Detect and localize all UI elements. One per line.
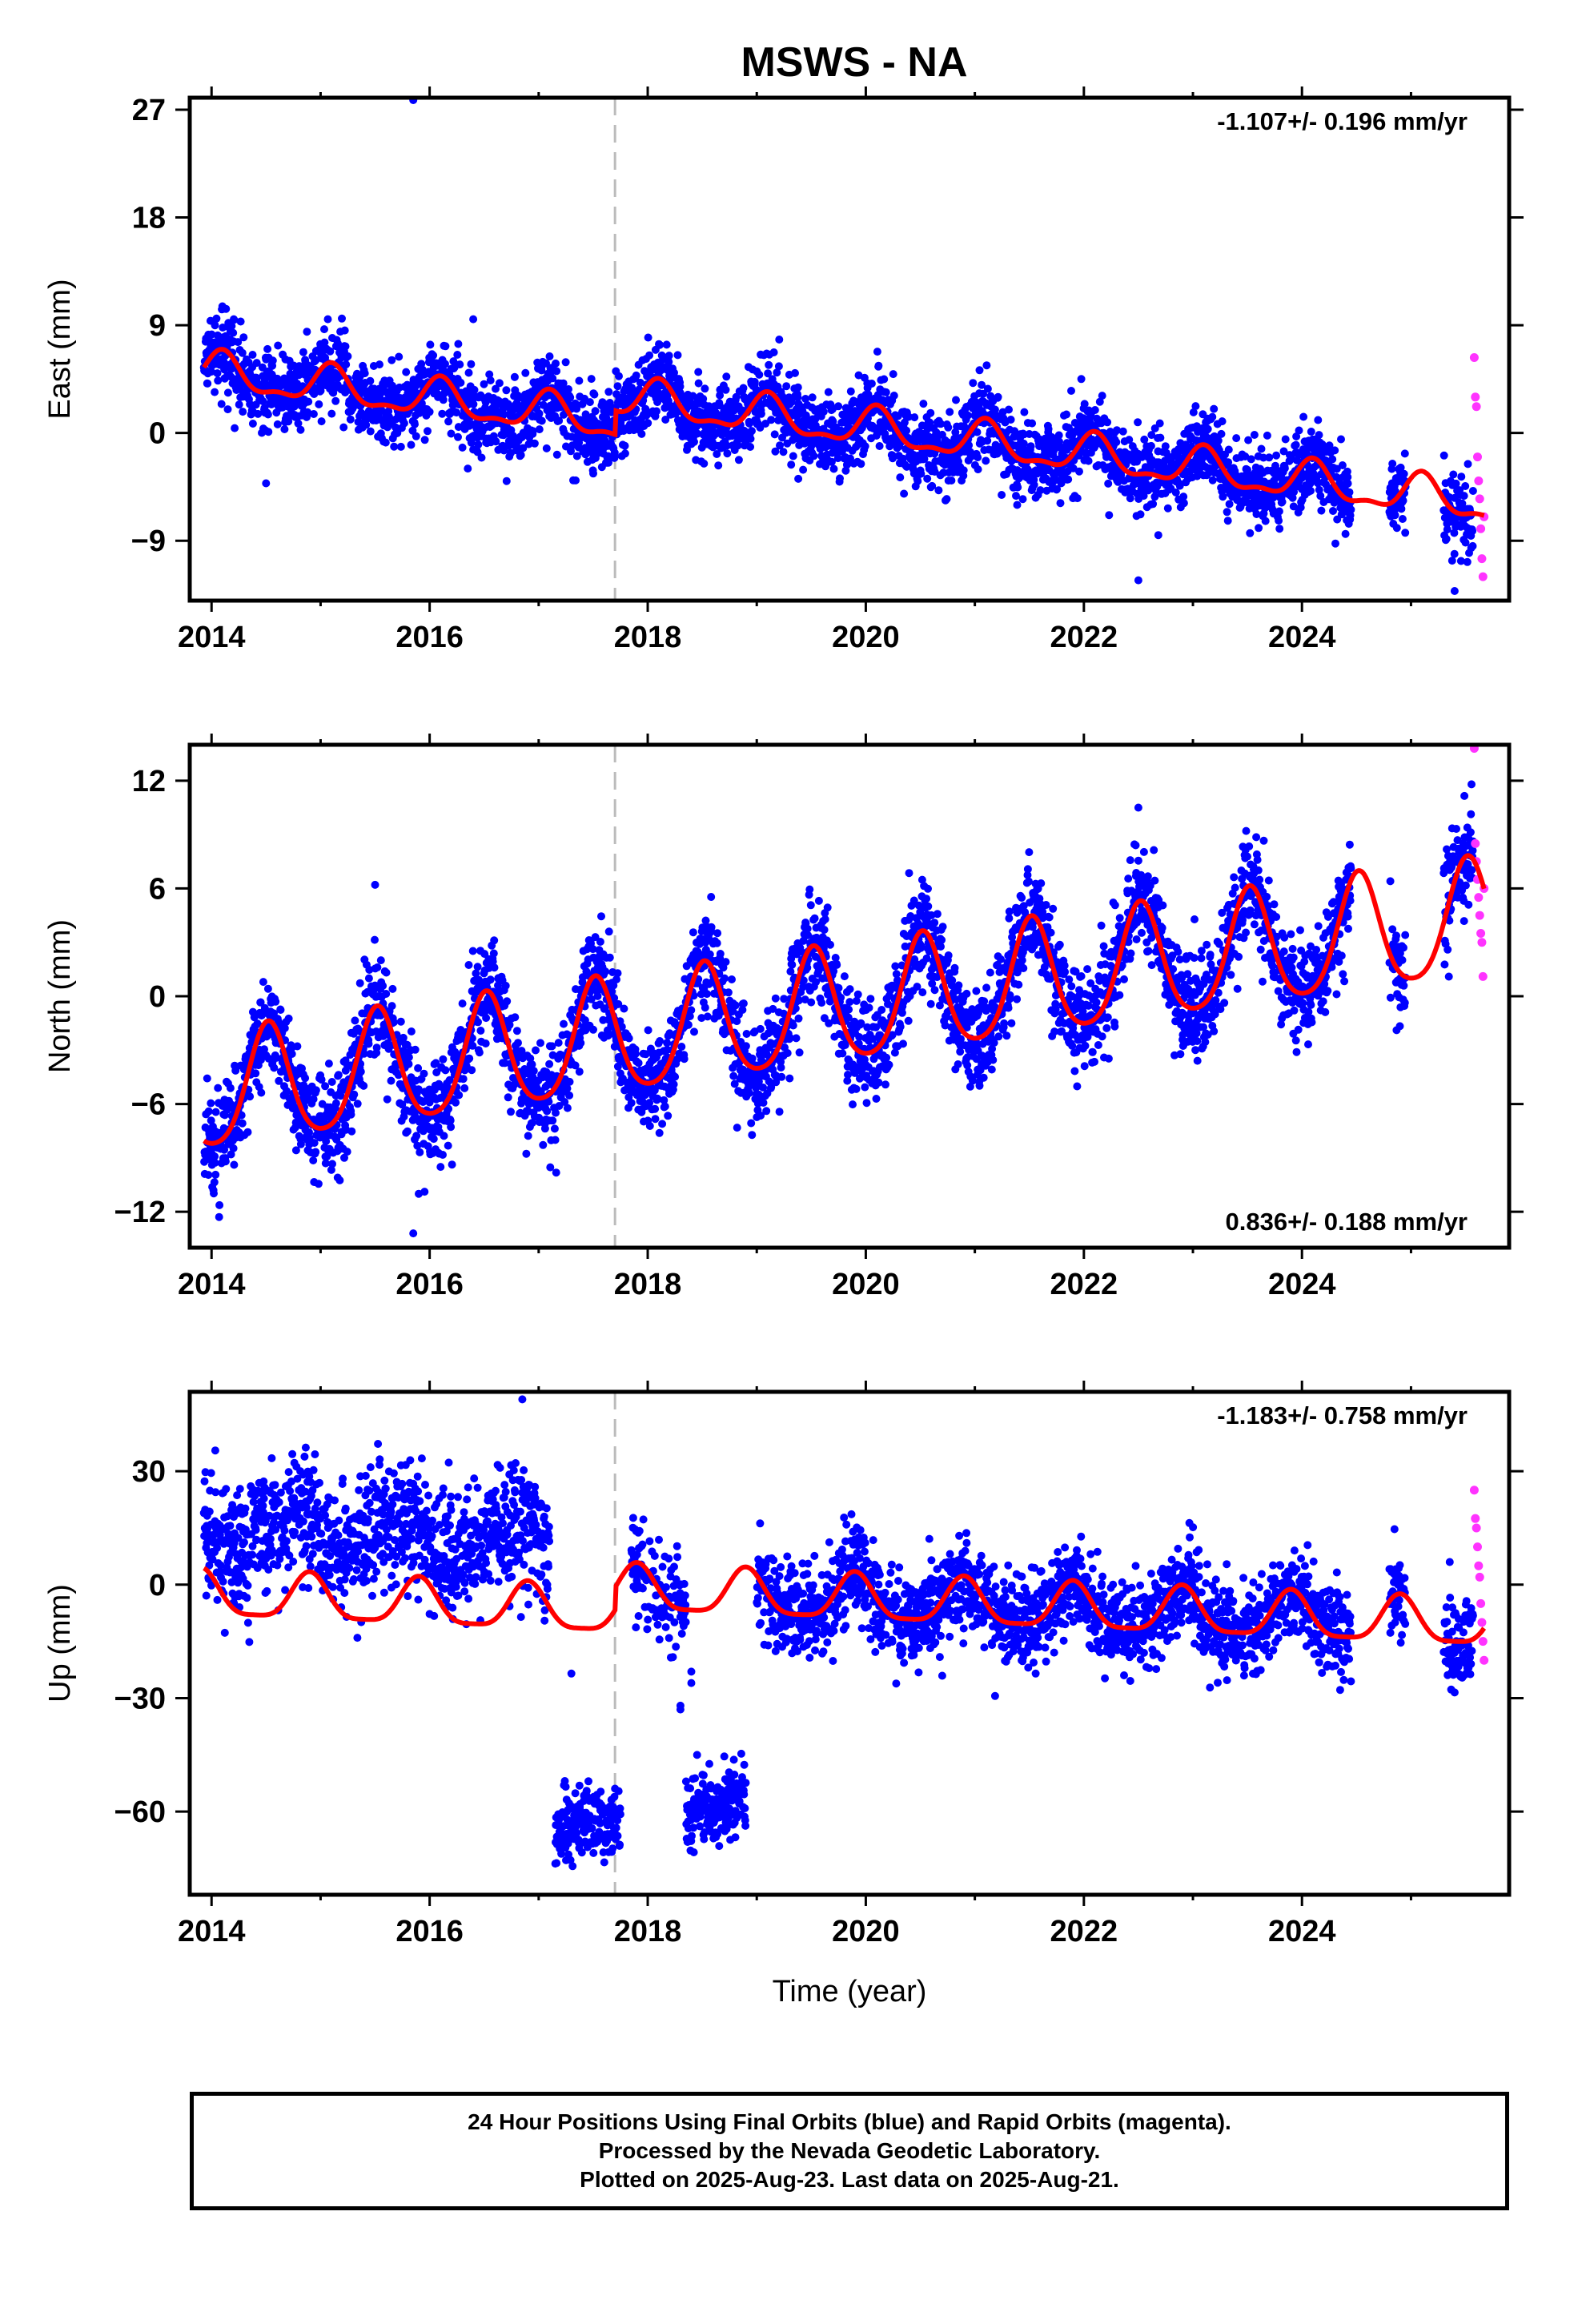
final-orbit-points	[199, 98, 1477, 595]
y-tick-label: −12	[114, 1196, 166, 1229]
x-tick-label-2022: 2022	[1050, 1915, 1118, 1948]
rapid-orbit-point	[1471, 838, 1480, 848]
y-tick-label: 9	[149, 309, 166, 343]
y-tick-label: 12	[132, 765, 166, 798]
rapid-orbit-point	[1477, 554, 1487, 564]
y-axis-label-up: Up (mm)	[43, 1584, 77, 1703]
x-tick-label-2022: 2022	[1050, 621, 1118, 654]
rate-label-up: -1.183+/- 0.758 mm/yr	[1217, 1401, 1468, 1429]
rapid-orbit-point	[1473, 1542, 1483, 1552]
y-axis-label-north: North (mm)	[43, 919, 77, 1073]
rate-label-east: -1.107+/- 0.196 mm/yr	[1217, 107, 1468, 135]
y-tick-label: −60	[114, 1795, 166, 1829]
x-axis-label: Time (year)	[773, 1975, 927, 2008]
rapid-orbit-point	[1474, 1561, 1484, 1570]
rapid-orbit-point	[1472, 1523, 1481, 1533]
rapid-orbit-point	[1475, 494, 1484, 504]
rapid-orbit-point	[1480, 1655, 1489, 1665]
panel-north-data	[200, 745, 1489, 1248]
y-tick-label: 0	[149, 980, 166, 1014]
x-tick-label-2020: 2020	[832, 621, 900, 654]
y-tick-label: 0	[149, 417, 166, 451]
y-tick-label: 18	[132, 202, 166, 235]
rapid-orbit-point	[1471, 392, 1480, 402]
y-tick-label: −9	[131, 525, 166, 558]
rapid-orbit-point	[1477, 938, 1487, 947]
footer-line-plotted: Plotted on 2025-Aug-23. Last data on 202…	[580, 2167, 1119, 2192]
y-axis-label-east: East (mm)	[43, 279, 77, 419]
panel-up: 2014 2016 2018 2020 2022 2024 30 0 −30 −60 Up (mm)…	[43, 1381, 1524, 1948]
rapid-orbit-point	[1476, 524, 1486, 533]
x-tick-label-2020: 2020	[832, 1268, 900, 1301]
rapid-orbit-point	[1474, 476, 1484, 485]
x-tick-label-2018: 2018	[614, 1268, 682, 1301]
y-tick-label: 30	[132, 1455, 166, 1489]
rapid-orbit-point	[1474, 893, 1484, 903]
y-tick-label: 0	[149, 1569, 166, 1602]
rapid-orbit-point	[1478, 1637, 1488, 1647]
x-tick-label-2024: 2024	[1268, 621, 1336, 654]
rate-label-north: 0.836+/- 0.188 mm/yr	[1226, 1208, 1468, 1236]
x-tick-label-2016: 2016	[396, 1268, 464, 1301]
model-fit-curve	[202, 347, 1485, 518]
rapid-orbit-point	[1469, 352, 1479, 362]
rapid-orbit-point	[1475, 911, 1484, 920]
x-tick-label-2014: 2014	[178, 1915, 246, 1948]
model-fit-curve	[203, 853, 1487, 1146]
rapid-orbit-point	[1477, 1618, 1487, 1627]
footer-line-processed: Processed by the Nevada Geodetic Laborat…	[598, 2138, 1101, 2163]
footer-caption-box: 24 Hour Positions Using Final Orbits (bl…	[190, 2092, 1509, 2210]
x-tick-label-2024: 2024	[1268, 1268, 1336, 1301]
final-orbit-points	[199, 1395, 1477, 1871]
panel-frame	[187, 95, 1512, 603]
x-tick-label-2024: 2024	[1268, 1915, 1336, 1948]
rapid-orbit-point	[1473, 452, 1483, 462]
x-tick-label-2014: 2014	[178, 1268, 246, 1301]
panels-layer: 2014 2016 2018 2020 2022 2024 27 18 9 0 −9 East (mm…	[43, 86, 1524, 2008]
rapid-orbit-point	[1469, 1486, 1479, 1495]
x-tick-label-2018: 2018	[614, 621, 682, 654]
rapid-orbit-point	[1475, 1572, 1484, 1582]
x-tick-label-2018: 2018	[614, 1915, 682, 1948]
y-tick-label: 27	[132, 94, 166, 127]
rapid-orbit-point	[1476, 929, 1486, 938]
rapid-orbit-point	[1478, 971, 1488, 981]
footer-line-orbits: 24 Hour Positions Using Final Orbits (bl…	[468, 2109, 1231, 2134]
panel-frame	[187, 1389, 1512, 1897]
rapid-orbit-point	[1472, 402, 1481, 412]
y-tick-label: 6	[149, 872, 166, 906]
y-tick-label: −30	[114, 1682, 166, 1715]
x-tick-label-2020: 2020	[832, 1915, 900, 1948]
panel-east-data	[199, 98, 1489, 601]
rapid-orbit-point	[1476, 1598, 1486, 1608]
y-tick-label: −6	[131, 1088, 166, 1122]
x-tick-label-2016: 2016	[396, 1915, 464, 1948]
x-tick-label-2016: 2016	[396, 621, 464, 654]
model-fit-curve	[203, 1559, 1487, 1644]
x-tick-label-2014: 2014	[178, 621, 246, 654]
panel-north: 2014 2016 2018 2020 2022 2024 12 6 0 −6 −12 North (…	[43, 734, 1524, 1301]
x-tick-label-2022: 2022	[1050, 1268, 1118, 1301]
chart-title: MSWS - NA	[741, 39, 967, 86]
rapid-orbit-point	[1471, 1514, 1480, 1523]
rapid-orbit-point	[1478, 572, 1488, 581]
panel-up-data	[199, 1392, 1489, 1895]
panel-east: 2014 2016 2018 2020 2022 2024 27 18 9 0 −9 East (mm…	[43, 86, 1524, 654]
